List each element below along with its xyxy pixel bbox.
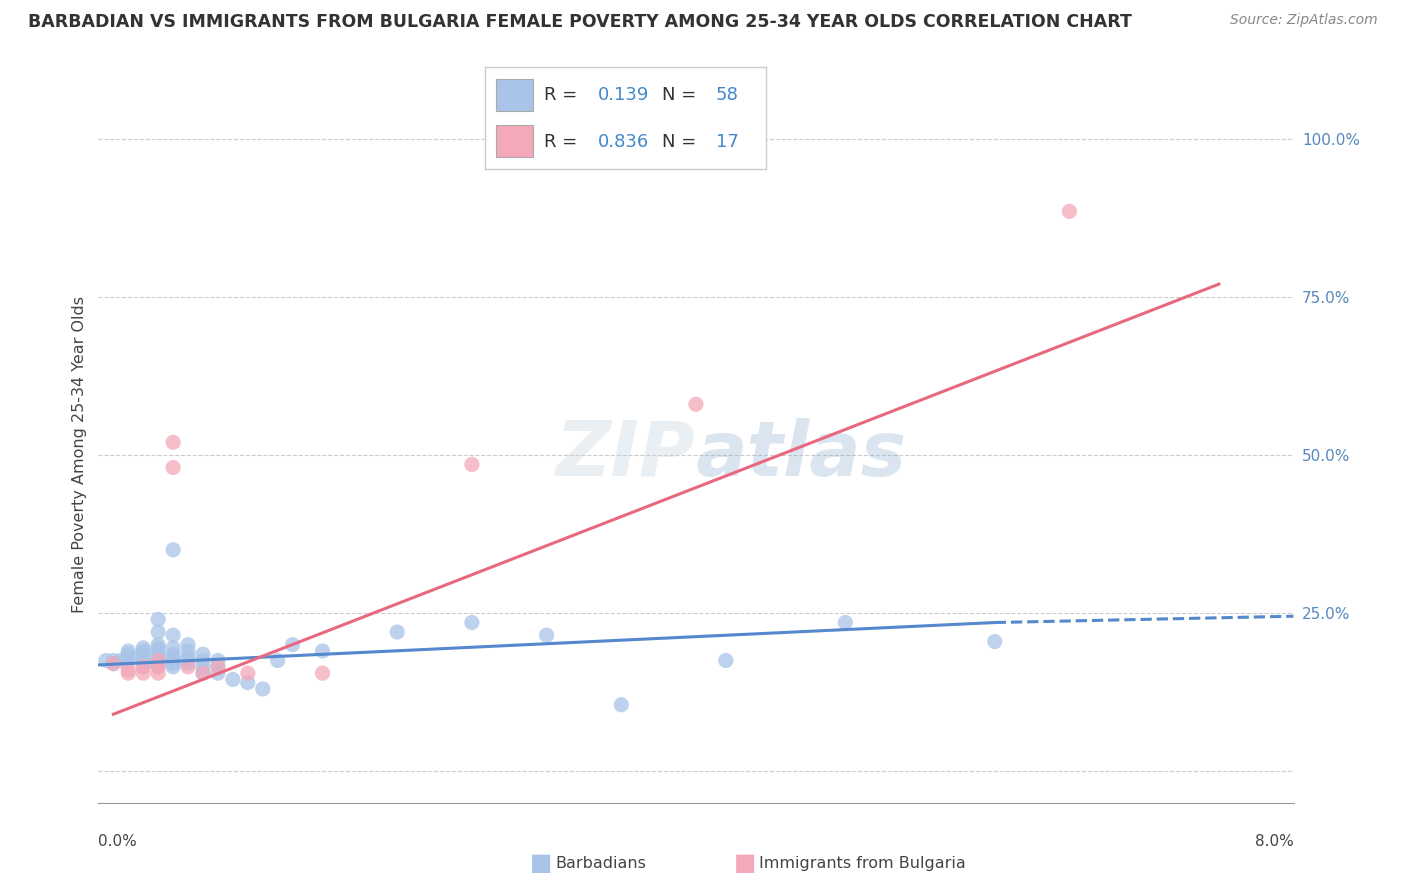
Point [148,612,170,626]
Text: R =: R = [544,133,583,151]
Point [132,657,155,671]
Text: 8.0%: 8.0% [1254,834,1294,849]
Point [132,660,155,674]
Point [191,647,214,661]
Text: BARBADIAN VS IMMIGRANTS FROM BULGARIA FEMALE POVERTY AMONG 25-34 YEAR OLDS CORRE: BARBADIAN VS IMMIGRANTS FROM BULGARIA FE… [28,13,1132,31]
Point [103,657,125,671]
Text: 0.139: 0.139 [598,86,650,103]
Point [117,650,139,665]
Text: Immigrants from Bulgaria: Immigrants from Bulgaria [759,856,966,871]
Point [110,653,132,667]
Text: R =: R = [544,86,583,103]
Text: ■: ■ [734,852,756,875]
Point [177,660,200,674]
Text: Source: ZipAtlas.com: Source: ZipAtlas.com [1230,13,1378,28]
Point [177,650,200,665]
Point [207,666,229,681]
Point [117,666,139,681]
Point [610,698,633,712]
Point [148,666,170,681]
Point [148,647,170,661]
Point [207,653,229,667]
Point [177,657,200,671]
Point [117,653,139,667]
Point [222,673,245,687]
Point [132,666,155,681]
Point [207,660,229,674]
Point [162,657,184,671]
FancyBboxPatch shape [496,79,533,111]
Point [461,458,484,472]
Point [177,653,200,667]
Point [162,647,184,661]
Y-axis label: Female Poverty Among 25-34 Year Olds: Female Poverty Among 25-34 Year Olds [72,296,87,614]
Point [236,666,259,681]
Text: atlas: atlas [696,418,907,491]
Point [311,666,333,681]
Point [162,628,184,642]
Text: Barbadians: Barbadians [555,856,647,871]
Point [162,653,184,667]
Point [207,660,229,674]
Point [162,650,184,665]
Point [132,647,155,661]
Text: ■: ■ [530,852,553,875]
Point [148,657,170,671]
Text: N =: N = [662,86,702,103]
Point [132,640,155,655]
Point [117,644,139,658]
Point [191,653,214,667]
Point [148,653,170,667]
Text: 17: 17 [716,133,738,151]
Point [148,644,170,658]
Point [252,681,274,696]
Point [117,663,139,677]
Point [132,644,155,658]
Point [148,660,170,674]
Point [177,638,200,652]
Point [311,644,333,658]
Point [162,660,184,674]
Point [1059,204,1081,219]
Point [148,640,170,655]
Point [162,435,184,450]
Text: N =: N = [662,133,702,151]
Point [132,660,155,674]
Point [148,660,170,674]
Point [94,653,117,667]
Point [162,460,184,475]
Point [536,628,558,642]
Point [132,650,155,665]
Point [191,660,214,674]
Point [132,653,155,667]
Point [267,653,290,667]
Point [685,397,707,411]
Point [148,638,170,652]
Point [191,666,214,681]
Point [461,615,484,630]
Point [834,615,856,630]
Point [103,653,125,667]
Text: 0.0%: 0.0% [98,834,138,849]
Text: 0.836: 0.836 [598,133,648,151]
Text: ZIP: ZIP [557,418,696,491]
Point [117,647,139,661]
Text: 58: 58 [716,86,738,103]
Point [385,625,409,640]
Point [148,653,170,667]
Point [162,640,184,655]
FancyBboxPatch shape [496,126,533,157]
Point [148,625,170,640]
Point [714,653,737,667]
Point [177,644,200,658]
Point [281,638,304,652]
Point [191,666,214,681]
Point [103,657,125,671]
Point [983,634,1005,648]
Point [236,675,259,690]
Point [162,542,184,557]
Point [148,650,170,665]
